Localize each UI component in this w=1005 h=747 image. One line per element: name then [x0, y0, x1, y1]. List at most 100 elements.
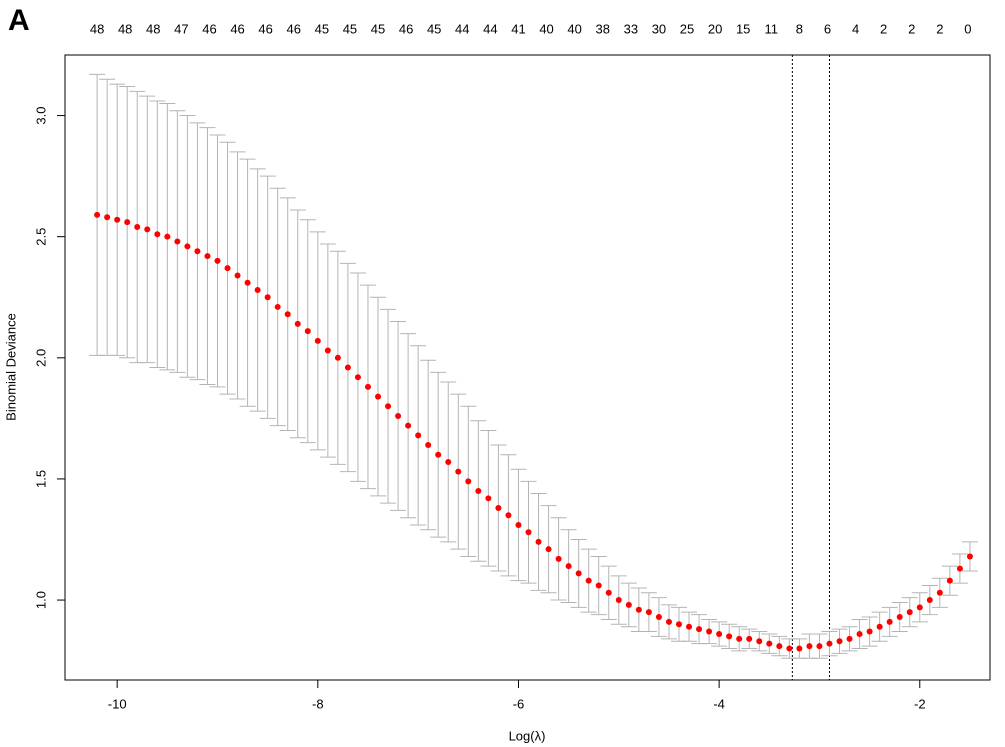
point: [324, 347, 331, 354]
top-tick-label: 44: [483, 21, 497, 36]
x-tick-label: -10: [108, 696, 127, 711]
top-tick-label: 40: [567, 21, 581, 36]
point: [555, 555, 562, 562]
top-tick-label: 48: [90, 21, 104, 36]
point: [726, 633, 733, 640]
point: [806, 643, 813, 650]
top-tick-label: 38: [596, 21, 610, 36]
point: [686, 623, 693, 630]
point: [565, 563, 572, 570]
x-tick-label: -6: [513, 696, 525, 711]
point: [254, 286, 261, 293]
point: [144, 226, 151, 233]
point: [445, 458, 452, 465]
point: [535, 538, 542, 545]
y-tick-label: 1.5: [33, 470, 48, 488]
point: [876, 623, 883, 630]
top-tick-label: 45: [371, 21, 385, 36]
point: [224, 265, 231, 272]
point: [916, 604, 923, 611]
point: [635, 606, 642, 613]
point: [766, 640, 773, 647]
point: [204, 253, 211, 260]
top-tick-label: 25: [680, 21, 694, 36]
y-axis-label: Binomial Deviance: [3, 313, 18, 421]
x-tick-label: -2: [914, 696, 926, 711]
point: [134, 223, 141, 230]
top-tick-label: 2: [936, 21, 943, 36]
point: [786, 645, 793, 652]
point: [314, 337, 321, 344]
point: [746, 635, 753, 642]
point: [575, 570, 582, 577]
top-tick-label: 48: [146, 21, 160, 36]
point: [465, 478, 472, 485]
point: [364, 383, 371, 390]
top-tick-label: 46: [287, 21, 301, 36]
point: [184, 243, 191, 250]
top-tick-label: 45: [343, 21, 357, 36]
y-tick-label: 2.5: [33, 228, 48, 246]
top-tick-label: 48: [118, 21, 132, 36]
x-axis-label: Log(λ): [509, 728, 546, 743]
top-tick-label: 44: [455, 21, 469, 36]
top-tick-label: 46: [399, 21, 413, 36]
top-tick-label: 45: [427, 21, 441, 36]
point: [796, 645, 803, 652]
point: [936, 589, 943, 596]
point: [344, 364, 351, 371]
point: [375, 393, 382, 400]
point: [645, 609, 652, 616]
top-tick-label: 0: [964, 21, 971, 36]
point: [354, 374, 361, 381]
point: [475, 488, 482, 495]
point: [625, 601, 632, 608]
point: [856, 630, 863, 637]
top-tick-label: 40: [539, 21, 553, 36]
top-tick-label: 46: [258, 21, 272, 36]
point: [174, 238, 181, 245]
point: [816, 643, 823, 650]
point: [956, 565, 963, 572]
point: [736, 635, 743, 642]
y-tick-label: 1.0: [33, 591, 48, 609]
top-tick-label: 47: [174, 21, 188, 36]
point: [756, 638, 763, 645]
point: [334, 354, 341, 361]
top-tick-label: 30: [652, 21, 666, 36]
point: [264, 294, 271, 301]
point: [966, 553, 973, 560]
point: [706, 628, 713, 635]
point: [124, 219, 131, 226]
top-tick-label: 11: [765, 21, 779, 36]
point: [194, 248, 201, 255]
top-tick-label: 2: [908, 21, 915, 36]
point: [425, 442, 432, 449]
point: [214, 257, 221, 264]
x-tick-label: -8: [312, 696, 324, 711]
point: [304, 328, 311, 335]
point: [675, 621, 682, 628]
point: [846, 635, 853, 642]
point: [294, 320, 301, 327]
point: [826, 640, 833, 647]
top-tick-label: 45: [315, 21, 329, 36]
point: [485, 495, 492, 502]
point: [154, 231, 161, 238]
point: [385, 403, 392, 410]
point: [415, 432, 422, 439]
point: [104, 214, 111, 221]
point: [455, 468, 462, 475]
point: [896, 614, 903, 621]
point: [866, 628, 873, 635]
point: [244, 279, 251, 286]
point: [665, 618, 672, 625]
top-tick-label: 46: [230, 21, 244, 36]
point: [505, 512, 512, 519]
top-tick-label: 8: [796, 21, 803, 36]
point: [405, 422, 412, 429]
top-tick-label: 2: [880, 21, 887, 36]
point: [926, 597, 933, 604]
